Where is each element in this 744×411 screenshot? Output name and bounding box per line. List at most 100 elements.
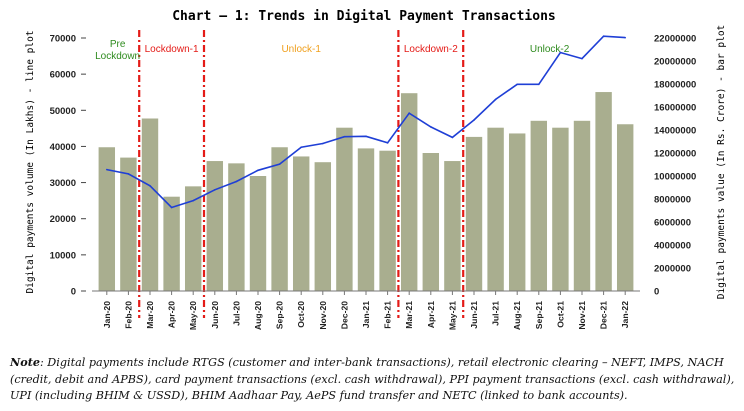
y-tick-right: 2000000 bbox=[654, 264, 691, 275]
y-tick-right: 22000000 bbox=[654, 34, 696, 45]
x-tick-label: Dec-21 bbox=[599, 301, 609, 329]
line-point-Mar-21 bbox=[408, 112, 411, 114]
line-point-Apr-20 bbox=[170, 206, 173, 209]
line-series bbox=[106, 35, 626, 209]
phase-label-line: Lockdown-2 bbox=[404, 44, 458, 55]
line-point-Nov-20 bbox=[322, 142, 324, 145]
bar-Nov-20 bbox=[314, 162, 332, 291]
line-point-Jul-21 bbox=[494, 98, 497, 101]
x-tick-label: Jan-22 bbox=[620, 301, 630, 328]
bar-Jan-22 bbox=[616, 124, 634, 291]
line-point-Oct-20 bbox=[300, 146, 303, 148]
x-tick-label: May-21 bbox=[447, 301, 457, 330]
line-point-Sep-20 bbox=[278, 163, 281, 165]
x-tick-label: Aug-21 bbox=[512, 301, 522, 330]
y-tick-right: 18000000 bbox=[654, 80, 696, 91]
y-tick-right: 20000000 bbox=[654, 57, 696, 68]
y-tick-right: 4000000 bbox=[654, 241, 691, 252]
y-tick-left: 60000 bbox=[50, 70, 76, 81]
footnote-text: : Digital payments include RTGS (custome… bbox=[10, 356, 735, 402]
line-point-Aug-20 bbox=[257, 169, 259, 172]
x-tick-label: Jun-21 bbox=[469, 301, 479, 329]
y-tick-left: 0 bbox=[71, 287, 76, 298]
line-point-Jun-21 bbox=[473, 119, 475, 121]
bar-Feb-20 bbox=[120, 157, 137, 291]
x-tick-label: Nov-21 bbox=[577, 301, 587, 330]
phase-label-line: Unlock-2 bbox=[530, 44, 570, 55]
line-point-May-20 bbox=[192, 199, 194, 202]
footnote-prefix: Note bbox=[10, 355, 40, 369]
bar-Nov-21 bbox=[573, 120, 591, 291]
bar-May-21 bbox=[444, 161, 461, 291]
y-tick-right: 14000000 bbox=[654, 126, 696, 137]
bar-Apr-20 bbox=[163, 196, 180, 291]
x-tick-label: May-20 bbox=[188, 301, 198, 330]
axes: 0 10000 20000 30000 40000 50000 60000 70000 0 200… bbox=[50, 34, 697, 331]
x-tick-label: Sep-21 bbox=[534, 301, 544, 329]
line-point-Dec-20 bbox=[343, 135, 346, 138]
bar-series bbox=[98, 92, 634, 291]
bar-Dec-21 bbox=[595, 92, 612, 291]
line-point-Apr-21 bbox=[430, 126, 432, 128]
bar-Mar-21 bbox=[400, 93, 418, 291]
x-tick-label: Oct-21 bbox=[555, 301, 565, 328]
phase-label-line: Unlock-1 bbox=[281, 44, 321, 55]
bar-Sep-21 bbox=[530, 120, 548, 291]
x-tick-label: Jun-20 bbox=[210, 301, 220, 329]
phase-label: Lockdown-2 bbox=[404, 44, 458, 55]
y-tick-left: 50000 bbox=[50, 106, 76, 117]
x-tick-label: Sep-20 bbox=[275, 301, 285, 329]
y-tick-right: 6000000 bbox=[654, 218, 691, 229]
bar-Aug-21 bbox=[508, 133, 526, 291]
phase-label: Unlock-1 bbox=[281, 44, 321, 55]
chart-canvas: Chart – 1: Trends in Digital Payment Tra… bbox=[25, 9, 727, 331]
x-tick-label: Feb-20 bbox=[123, 301, 133, 329]
phase-label: Lockdown-1 bbox=[145, 44, 199, 55]
line-point-Jul-20 bbox=[235, 180, 238, 183]
x-tick-label: Mar-21 bbox=[404, 301, 414, 329]
line-point-Sep-21 bbox=[538, 83, 540, 86]
y-tick-left: 10000 bbox=[50, 250, 76, 261]
line-point-Aug-21 bbox=[516, 83, 518, 86]
phase-labels: Pre Lockdown Lockdown-1 Unlock-1 Lockdown-2 U… bbox=[95, 39, 570, 62]
x-tick-label: Jan-21 bbox=[361, 301, 371, 328]
phase-label-line: Pre bbox=[110, 39, 126, 50]
line-point-Feb-21 bbox=[386, 142, 389, 144]
y-tick-right: 16000000 bbox=[654, 103, 696, 114]
phase-label: Pre Lockdown bbox=[95, 39, 140, 62]
chart-title: Chart – 1: Trends in Digital Payment Tra… bbox=[172, 9, 556, 24]
line-point-Oct-21 bbox=[559, 51, 562, 54]
bar-Mar-20 bbox=[141, 118, 159, 291]
chart: Chart – 1: Trends in Digital Payment Tra… bbox=[25, 9, 727, 331]
x-tick-label: Jul-20 bbox=[231, 301, 241, 326]
y-tick-left: 30000 bbox=[50, 178, 76, 189]
phase-label-line: Lockdown bbox=[95, 51, 140, 62]
y-axis-label-left: Digital payments volume (In Lakhs) - lin… bbox=[25, 30, 36, 293]
bar-Dec-20 bbox=[336, 127, 353, 291]
line-point-Feb-20 bbox=[127, 173, 130, 175]
line-point-Jan-20 bbox=[106, 168, 108, 171]
y-tick-right: 12000000 bbox=[654, 149, 696, 160]
bar-Jan-21 bbox=[357, 148, 375, 291]
bar-Oct-20 bbox=[292, 156, 310, 291]
x-tick-label: Aug-20 bbox=[253, 301, 263, 330]
x-tick-label: Apr-21 bbox=[426, 301, 436, 328]
x-tick-label: Jan-20 bbox=[102, 301, 112, 328]
line-point-Jun-20 bbox=[214, 189, 216, 191]
line-point-Mar-20 bbox=[149, 185, 151, 187]
bar-Sep-20 bbox=[271, 147, 288, 291]
line-point-Nov-21 bbox=[581, 57, 583, 60]
x-tick-label: Nov-20 bbox=[318, 301, 328, 330]
bar-Jul-20 bbox=[228, 163, 245, 291]
line-point-Jan-22 bbox=[624, 36, 626, 39]
x-tick-label: Dec-20 bbox=[339, 301, 349, 329]
bar-Oct-21 bbox=[552, 127, 569, 291]
y-axis-label-right: Digital payments value (In Rs. Crore) - … bbox=[716, 25, 727, 300]
y-tick-right: 8000000 bbox=[654, 195, 691, 206]
phase-label: Unlock-2 bbox=[530, 44, 570, 55]
y-tick-right: 0 bbox=[654, 287, 659, 298]
footnote: Note: Digital payments include RTGS (cus… bbox=[10, 354, 738, 405]
bar-May-20 bbox=[184, 186, 202, 291]
x-tick-label: Mar-20 bbox=[145, 301, 155, 329]
bar-Feb-21 bbox=[379, 150, 396, 291]
